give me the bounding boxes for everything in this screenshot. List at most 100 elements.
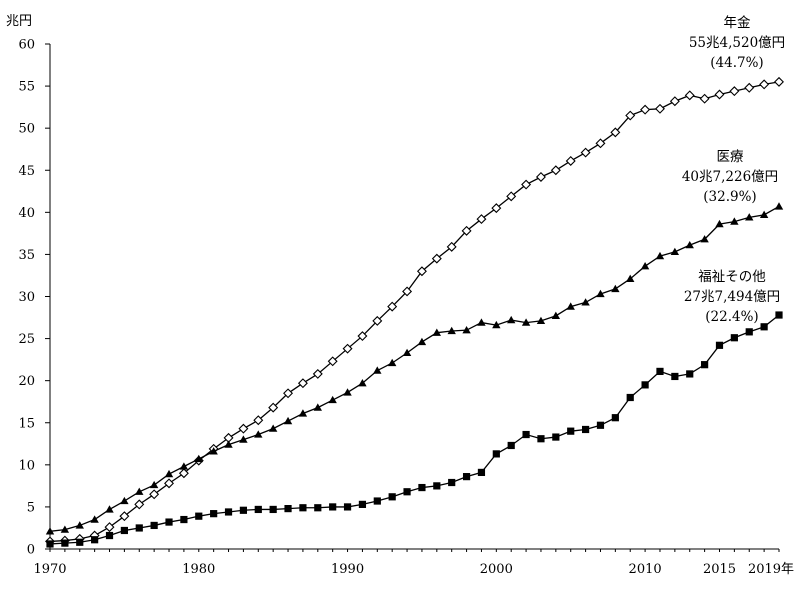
- data-point: [446, 241, 457, 252]
- data-point: [476, 214, 487, 225]
- data-point: [521, 318, 531, 326]
- data-point: [149, 480, 159, 489]
- data-point: [596, 421, 605, 429]
- y-tick-label: 15: [18, 416, 35, 431]
- data-point: [595, 138, 606, 149]
- data-point: [269, 505, 277, 514]
- series-line: [49, 81, 780, 543]
- data-point: [373, 497, 381, 505]
- annotation-line: (22.4%): [705, 309, 758, 325]
- data-point: [626, 274, 635, 282]
- data-point: [701, 361, 709, 369]
- data-point: [60, 525, 70, 533]
- data-point: [284, 505, 292, 513]
- data-point: [298, 409, 308, 417]
- y-tick-label: 25: [18, 332, 35, 347]
- data-point: [194, 454, 203, 463]
- annotation-line: 55兆4,520億円: [689, 35, 785, 51]
- data-point: [180, 515, 188, 524]
- x-tick-label: 2015: [703, 562, 736, 577]
- y-tick-label: 0: [27, 543, 35, 558]
- data-point: [150, 521, 158, 530]
- axes: 兆円 0 5 10 15 20 25 30 35 40 45 50 55 60 1970 1980 1990 20…: [6, 14, 794, 577]
- data-point: [120, 496, 129, 505]
- data-point: [164, 469, 174, 478]
- data-point: [745, 328, 753, 336]
- data-point: [745, 213, 754, 221]
- data-point: [268, 424, 278, 432]
- data-point: [372, 315, 383, 326]
- x-tick-label: 2019年: [748, 562, 794, 577]
- x-tick-label: 2000: [480, 562, 513, 577]
- data-point: [283, 388, 294, 399]
- data-point: [402, 286, 413, 297]
- data-point: [715, 341, 724, 349]
- y-tick-label: 35: [18, 248, 35, 263]
- data-point: [387, 301, 398, 312]
- data-point: [178, 468, 189, 479]
- data-point: [537, 435, 545, 443]
- data-point: [507, 441, 515, 450]
- data-point: [135, 487, 144, 495]
- data-point: [45, 527, 55, 535]
- annotation-line: 40兆7,226億円: [682, 169, 778, 185]
- data-point: [640, 262, 650, 270]
- data-point: [299, 504, 307, 512]
- data-point: [550, 165, 561, 176]
- data-point: [403, 488, 411, 496]
- data-point: [76, 538, 84, 546]
- data-point: [730, 334, 738, 342]
- data-point: [462, 325, 471, 334]
- data-point: [729, 86, 740, 97]
- data-point: [655, 251, 665, 260]
- data-point: [700, 235, 709, 243]
- data-point: [388, 493, 396, 501]
- data-point: [134, 499, 145, 510]
- data-point: [522, 430, 530, 439]
- data-point: [179, 462, 189, 470]
- data-point: [327, 356, 338, 367]
- data-point: [448, 478, 456, 487]
- data-point: [715, 219, 724, 228]
- data-point: [462, 473, 471, 481]
- data-point: [224, 508, 233, 516]
- data-point: [580, 147, 591, 158]
- data-point: [566, 302, 575, 310]
- data-point: [775, 311, 783, 319]
- data-point: [611, 414, 619, 422]
- data-point: [402, 348, 412, 357]
- data-point: [699, 93, 710, 104]
- data-point: [90, 515, 99, 523]
- y-tick-label: 55: [18, 80, 35, 95]
- data-point: [670, 247, 680, 256]
- x-tick-label: 2010: [629, 562, 662, 577]
- data-point: [610, 127, 621, 138]
- data-point: [238, 423, 249, 434]
- data-point: [626, 393, 634, 402]
- data-point: [75, 521, 84, 529]
- x-tick-label: 1980: [182, 562, 215, 577]
- x-tick-label: 1970: [33, 562, 66, 577]
- data-point: [744, 82, 755, 93]
- series-2: [46, 311, 783, 548]
- data-point: [329, 503, 337, 511]
- series-line: [49, 314, 780, 545]
- data-point: [254, 505, 262, 514]
- data-point: [343, 503, 352, 511]
- data-point: [685, 240, 694, 249]
- data-point: [328, 395, 337, 404]
- y-tick-label: 5: [27, 500, 35, 515]
- data-point: [581, 298, 590, 306]
- y-tick-label: 60: [18, 38, 35, 53]
- data-point: [477, 318, 486, 326]
- data-point: [431, 253, 442, 264]
- data-point: [312, 368, 323, 379]
- data-point: [105, 531, 114, 540]
- y-tick-label: 10: [18, 458, 35, 473]
- data-point: [297, 378, 308, 389]
- data-point: [358, 500, 367, 508]
- data-point: [416, 266, 427, 277]
- data-point: [536, 316, 546, 325]
- y-tick-label: 50: [18, 122, 35, 137]
